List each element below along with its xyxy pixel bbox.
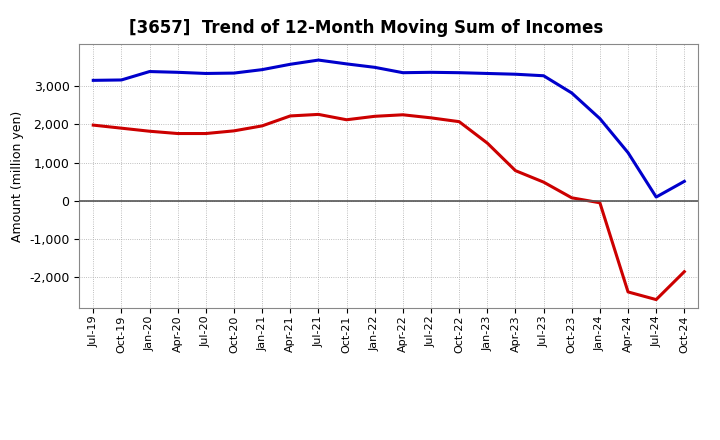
Net Income — [89, 122, 98, 128]
Ordinary Income — [117, 77, 126, 83]
Ordinary Income — [370, 65, 379, 70]
Text: [3657]  Trend of 12-Month Moving Sum of Incomes: [3657] Trend of 12-Month Moving Sum of I… — [129, 19, 603, 37]
Ordinary Income — [342, 61, 351, 66]
Net Income — [427, 115, 436, 121]
Net Income — [286, 113, 294, 118]
Ordinary Income — [258, 67, 266, 72]
Net Income — [455, 119, 464, 125]
Ordinary Income — [483, 71, 492, 76]
Net Income — [230, 128, 238, 133]
Ordinary Income — [680, 179, 688, 184]
Ordinary Income — [174, 70, 182, 75]
Line: Net Income: Net Income — [94, 114, 684, 300]
Net Income — [145, 128, 154, 134]
Net Income — [202, 131, 210, 136]
Net Income — [342, 117, 351, 122]
Net Income — [652, 297, 660, 302]
Ordinary Income — [202, 71, 210, 76]
Net Income — [314, 112, 323, 117]
Ordinary Income — [511, 72, 520, 77]
Net Income — [511, 168, 520, 173]
Net Income — [539, 180, 548, 185]
Net Income — [680, 269, 688, 274]
Ordinary Income — [89, 78, 98, 83]
Ordinary Income — [595, 116, 604, 121]
Ordinary Income — [567, 90, 576, 95]
Ordinary Income — [624, 150, 632, 155]
Net Income — [567, 195, 576, 201]
Net Income — [595, 200, 604, 205]
Net Income — [174, 131, 182, 136]
Ordinary Income — [230, 70, 238, 76]
Ordinary Income — [286, 62, 294, 67]
Line: Ordinary Income: Ordinary Income — [94, 60, 684, 197]
Ordinary Income — [145, 69, 154, 74]
Net Income — [399, 112, 408, 117]
Net Income — [117, 125, 126, 131]
Net Income — [370, 114, 379, 119]
Ordinary Income — [455, 70, 464, 75]
Ordinary Income — [399, 70, 408, 75]
Net Income — [624, 289, 632, 294]
Y-axis label: Amount (million yen): Amount (million yen) — [11, 110, 24, 242]
Ordinary Income — [652, 194, 660, 200]
Ordinary Income — [427, 70, 436, 75]
Net Income — [258, 123, 266, 128]
Ordinary Income — [539, 73, 548, 78]
Net Income — [483, 140, 492, 146]
Ordinary Income — [314, 58, 323, 63]
